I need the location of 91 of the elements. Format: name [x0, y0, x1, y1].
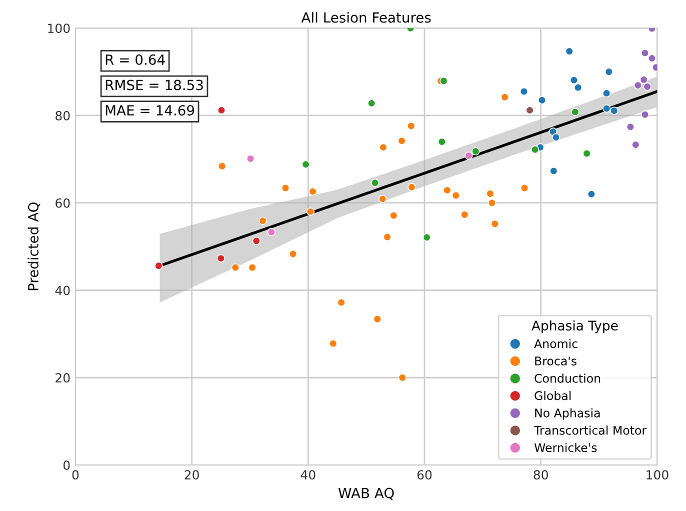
point: [218, 162, 226, 170]
point: [216, 254, 225, 262]
point: [571, 108, 580, 116]
point: [440, 76, 448, 86]
point: [565, 47, 574, 56]
point: [582, 149, 591, 158]
point: [308, 187, 317, 196]
point: [632, 140, 640, 149]
point: [370, 178, 380, 187]
point: [626, 122, 635, 131]
y-axis-title: Predicted AQ: [28, 202, 40, 290]
point: [634, 81, 642, 90]
point: [648, 54, 656, 62]
y-tick-label: 100: [48, 24, 70, 34]
point: [640, 110, 650, 119]
point: [443, 186, 452, 194]
legend-label: Wernicke's: [534, 442, 597, 452]
point: [640, 76, 648, 84]
point: [258, 216, 267, 225]
x-tick-label: 60: [417, 470, 432, 480]
point: [526, 106, 534, 114]
x-tick-label: 20: [184, 470, 199, 480]
point: [570, 76, 578, 84]
x-tick-label: 40: [300, 470, 316, 480]
point: [520, 87, 528, 96]
point: [378, 194, 387, 204]
point: [488, 198, 496, 207]
legend-label: No Aphasia: [535, 408, 600, 420]
legend-label: Conduction: [534, 374, 600, 383]
point: [252, 236, 260, 245]
point: [486, 190, 494, 198]
point: [373, 314, 382, 324]
x-tick-label: 80: [534, 470, 548, 480]
point: [552, 133, 560, 142]
chart-title: All Lesion Features: [301, 12, 431, 23]
point: [438, 138, 446, 146]
point: [643, 82, 652, 91]
point: [602, 104, 611, 113]
legend-label: Anomic: [534, 338, 578, 348]
y-tick-label: 80: [56, 110, 70, 120]
x-tick-label: 100: [646, 470, 668, 480]
legend-title: Aphasia Type: [532, 320, 618, 334]
legend-label: Broca's: [535, 356, 576, 366]
point: [520, 184, 529, 192]
point: [246, 154, 255, 163]
point: [379, 143, 388, 152]
point: [248, 263, 256, 272]
y-tick-label: 0: [63, 460, 70, 470]
point: [154, 262, 163, 270]
point: [302, 160, 310, 169]
point: [490, 220, 499, 228]
point: [422, 233, 431, 242]
point: [306, 208, 315, 216]
point: [281, 184, 290, 192]
point: [231, 263, 240, 272]
legend-label: Transcortical Motor: [534, 426, 647, 435]
point: [538, 96, 546, 104]
point: [383, 232, 392, 242]
y-tick-label: 60: [56, 198, 70, 208]
point: [367, 99, 376, 108]
point: [452, 191, 460, 200]
point: [398, 374, 406, 382]
point: [640, 48, 650, 58]
annotation: R = 0.64: [106, 54, 165, 65]
point: [288, 250, 298, 258]
point: [460, 210, 469, 219]
point: [472, 147, 480, 156]
point: [587, 190, 596, 198]
x-axis-title: WAB AQ: [338, 488, 394, 500]
point: [610, 106, 618, 115]
point: [408, 183, 416, 192]
point: [329, 339, 338, 348]
point: [530, 145, 540, 154]
point: [390, 211, 398, 220]
x-tick-label: 0: [72, 470, 79, 480]
point: [464, 152, 473, 160]
point: [574, 83, 582, 92]
annotation: MAE = 14.69: [106, 105, 194, 116]
point: [217, 106, 226, 114]
point: [602, 89, 611, 98]
point: [500, 93, 509, 102]
point: [337, 298, 346, 307]
y-tick-label: 40: [55, 286, 70, 296]
point: [407, 122, 416, 130]
point: [267, 228, 276, 236]
point: [550, 166, 558, 176]
legend-label: Global: [534, 390, 571, 400]
point: [398, 136, 406, 145]
annotation: RMSE = 18.53: [106, 80, 203, 90]
y-tick-label: 20: [56, 373, 70, 383]
point: [604, 68, 613, 76]
